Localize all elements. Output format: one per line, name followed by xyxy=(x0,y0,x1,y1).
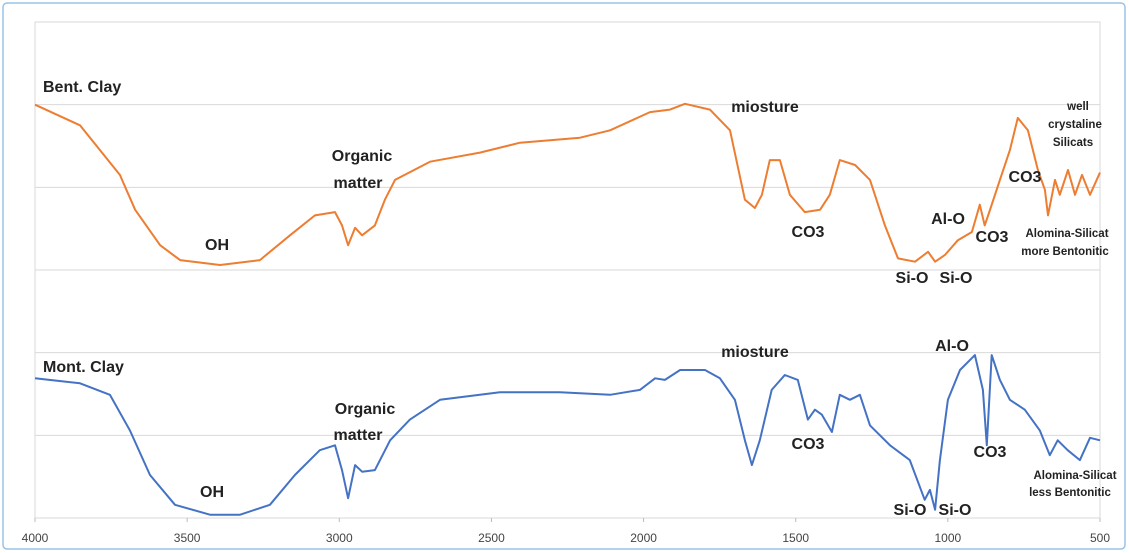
annotation: Si-O xyxy=(939,502,972,519)
annotation: CO3 xyxy=(792,436,825,453)
annotation: more Bentonitic xyxy=(1021,246,1109,258)
annotation: miosture xyxy=(731,99,799,116)
annotation: Alomina-Silicat xyxy=(1033,470,1116,482)
annotation: CO3 xyxy=(974,444,1007,461)
x-tick-label: 1000 xyxy=(935,531,962,545)
annotation: OH xyxy=(205,237,229,254)
annotation: Organic xyxy=(332,148,393,165)
x-tick-label: 4000 xyxy=(22,531,49,545)
annotation: well xyxy=(1066,101,1089,113)
annotation: Al-O xyxy=(935,338,969,355)
annotation: matter xyxy=(334,427,383,444)
spectrum-line xyxy=(34,354,1101,516)
annotation: Silicats xyxy=(1053,137,1093,149)
annotation: Organic xyxy=(335,401,396,418)
series-label: Mont. Clay xyxy=(43,359,124,376)
x-tick-label: 3500 xyxy=(174,531,201,545)
annotation: crystaline xyxy=(1048,119,1102,131)
series-label: Bent. Clay xyxy=(43,79,121,96)
annotation: Al-O xyxy=(931,211,965,228)
annotation: Si-O xyxy=(940,270,973,287)
annotation: Alomina-Silicat xyxy=(1025,228,1108,240)
x-tick-label: 2000 xyxy=(630,531,657,545)
annotation: OH xyxy=(200,484,224,501)
x-tick-label: 1500 xyxy=(782,531,809,545)
spectrum-line xyxy=(34,102,1101,266)
annotation: miosture xyxy=(721,344,789,361)
annotation: Si-O xyxy=(896,270,929,287)
annotation: Si-O xyxy=(894,502,927,519)
annotation: matter xyxy=(334,175,383,192)
x-tick-label: 3000 xyxy=(326,531,353,545)
annotation: CO3 xyxy=(976,229,1009,246)
annotation: CO3 xyxy=(1009,169,1042,186)
x-tick-label: 2500 xyxy=(478,531,505,545)
annotation: less Bentonitic xyxy=(1029,487,1111,499)
x-tick-label: 500 xyxy=(1090,531,1110,545)
annotation: CO3 xyxy=(792,224,825,241)
